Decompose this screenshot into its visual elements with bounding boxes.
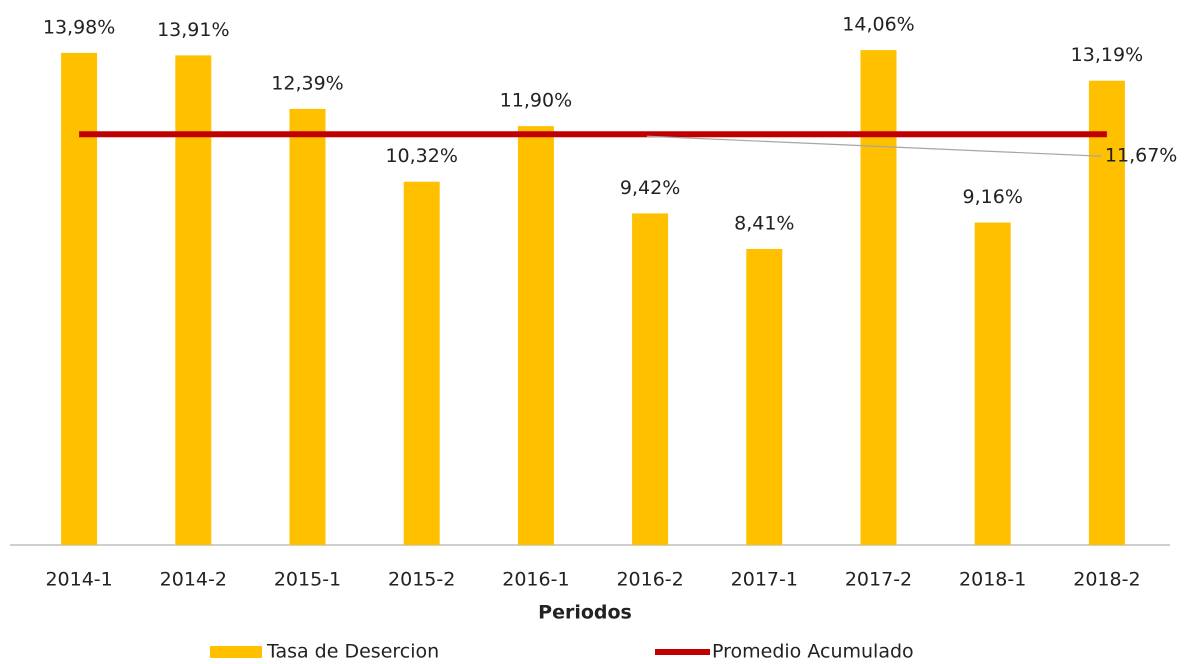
bar bbox=[1088, 80, 1125, 545]
data-label: 10,32% bbox=[385, 145, 457, 167]
data-label: 8,41% bbox=[734, 212, 794, 234]
data-label: 13,91% bbox=[157, 19, 229, 41]
leader-line bbox=[646, 135, 1102, 157]
data-label: 11,90% bbox=[500, 90, 572, 112]
legend-label: Promedio Acumulado bbox=[712, 641, 914, 663]
x-tick-label: 2014-1 bbox=[45, 569, 112, 591]
data-label: 14,06% bbox=[842, 14, 914, 36]
x-tick-label: 2018-2 bbox=[1073, 569, 1140, 591]
data-label: 13,19% bbox=[1071, 44, 1143, 66]
x-tick-label: 2016-1 bbox=[502, 569, 569, 591]
data-label: 11,67% bbox=[1105, 145, 1177, 167]
bar bbox=[289, 108, 326, 545]
x-axis-title: Periodos bbox=[538, 602, 632, 624]
bar bbox=[61, 52, 98, 546]
bar bbox=[632, 213, 669, 545]
x-tick-label: 2017-1 bbox=[731, 569, 798, 591]
x-tick-label: 2014-2 bbox=[160, 569, 227, 591]
x-tick-label: 2016-2 bbox=[616, 569, 683, 591]
bar bbox=[403, 181, 440, 545]
data-label: 9,16% bbox=[963, 186, 1023, 208]
bar bbox=[860, 50, 897, 545]
bar bbox=[974, 222, 1011, 545]
bar bbox=[517, 126, 554, 546]
x-tick-label: 2015-2 bbox=[388, 569, 455, 591]
x-tick-label: 2018-1 bbox=[959, 569, 1026, 591]
x-tick-label: 2015-1 bbox=[274, 569, 341, 591]
bar bbox=[175, 55, 212, 545]
data-label: 9,42% bbox=[620, 177, 680, 199]
legend-label: Tasa de Desercion bbox=[266, 641, 439, 663]
legend-swatch bbox=[210, 646, 262, 658]
data-label: 13,98% bbox=[43, 16, 115, 38]
data-label: 12,39% bbox=[271, 72, 343, 94]
x-tick-label: 2017-2 bbox=[845, 569, 912, 591]
bar bbox=[746, 248, 783, 545]
